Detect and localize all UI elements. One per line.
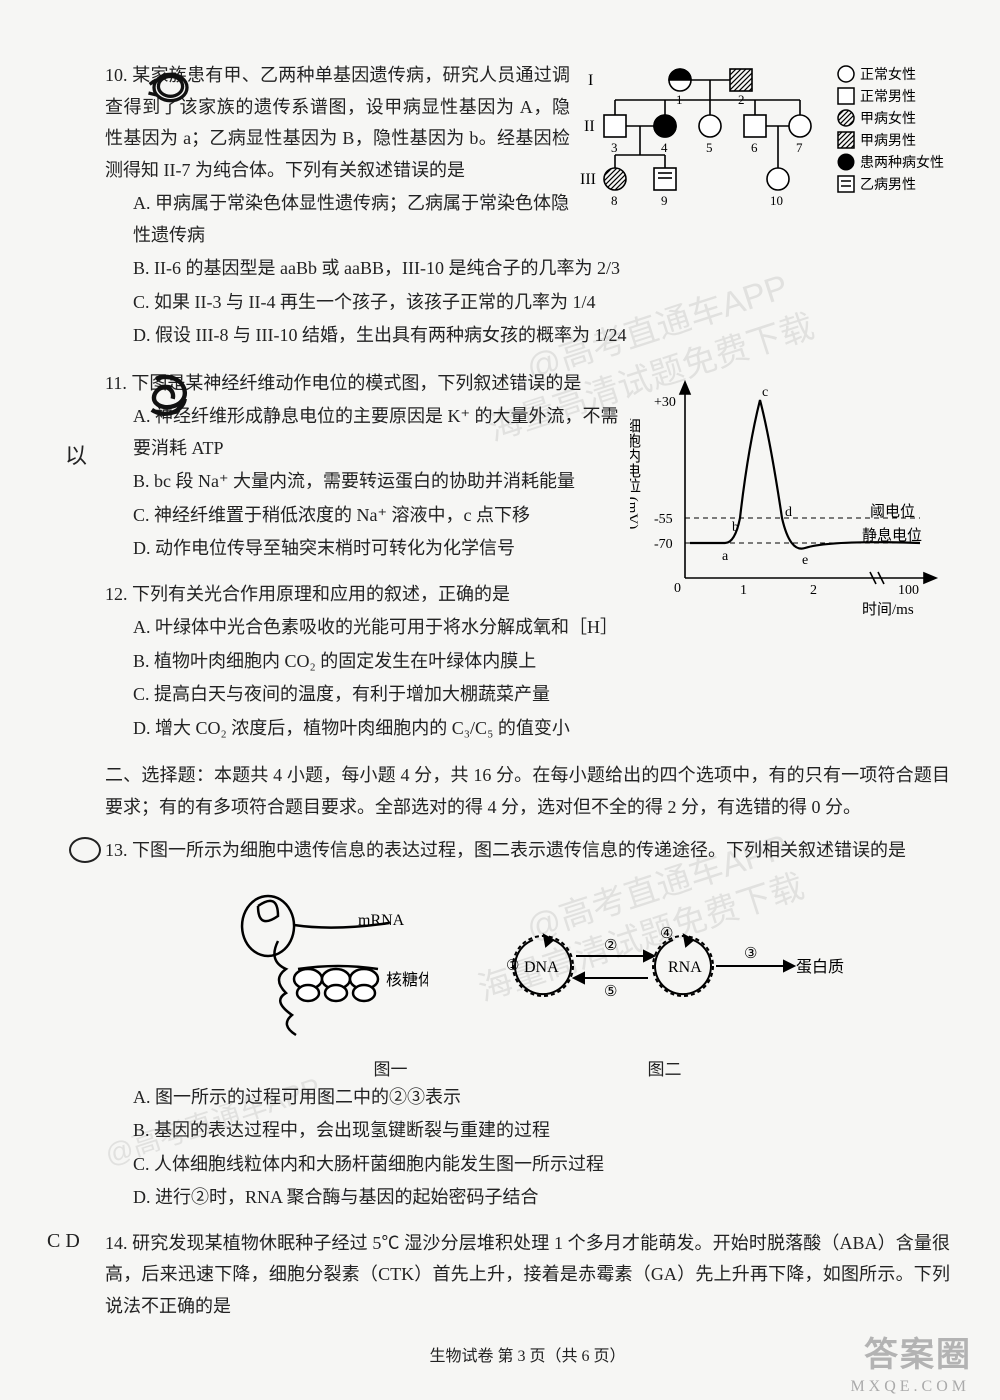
page-footer: 生物试卷 第 3 页（共 6 页） [105, 1342, 950, 1366]
svg-text:-55: -55 [654, 512, 673, 527]
svg-text:I: I [588, 72, 593, 89]
question-10: I II III 1 2 3 4 5 6 7 8 9 10 正常女性 正常男性 … [105, 60, 950, 354]
figure-2-central-dogma: DNA RNA 蛋白质 ① ② ③ ④ ⑤ [488, 906, 848, 1026]
svg-text:⑤: ⑤ [604, 984, 617, 1000]
svg-text:患两种病女性: 患两种病女性 [860, 154, 944, 171]
q12-stem: 12. 下列有关光合作用原理和应用的叙述，正确的是 [105, 579, 950, 611]
q10-option-d: D. 假设 III-8 与 III-10 结婚，生出具有两种病女孩的概率为 1/… [133, 320, 950, 352]
hand-circle-icon [69, 837, 101, 863]
svg-text:d: d [785, 505, 792, 520]
q12-option-b: B. 植物叶肉细胞内 CO₂ 的固定发生在叶绿体内膜上 [133, 646, 950, 678]
svg-text:c: c [762, 385, 768, 400]
question-12: 12. 下列有关光合作用原理和应用的叙述，正确的是 A. 叶绿体中光合色素吸收的… [105, 579, 950, 747]
question-14: C D 14. 研究发现某植物休眠种子经过 5℃ 湿沙分层堆积处理 1 个多月才… [105, 1228, 950, 1323]
svg-text:b: b [732, 520, 739, 535]
svg-text:④: ④ [660, 926, 673, 942]
pedigree-figure: I II III 1 2 3 4 5 6 7 8 9 10 正常女性 正常男性 … [580, 60, 950, 240]
corner-watermark-sub: MXQE.COM [850, 1378, 970, 1396]
q12-option-c: C. 提高白天与夜间的温度，有利于增加大棚蔬菜产量 [133, 679, 950, 711]
svg-text:II: II [584, 118, 595, 135]
svg-text:7: 7 [796, 140, 803, 155]
q13-stem-text: 下图一所示为细胞中遗传信息的表达过程，图二表示遗传信息的传递途径。下列相关叙述错… [132, 840, 906, 860]
svg-text:甲病女性: 甲病女性 [860, 110, 916, 127]
svg-text:2: 2 [738, 92, 745, 107]
q12-stem-text: 下列有关光合作用原理和应用的叙述，正确的是 [132, 584, 510, 604]
q12-option-a: A. 叶绿体中光合色素吸收的光能可用于将水分解成氧和［H］ [133, 612, 950, 644]
svg-text:mRNA: mRNA [358, 912, 405, 929]
figure-1-caption: 图一 [374, 1055, 408, 1080]
svg-text:4: 4 [661, 140, 668, 155]
figure-1-translation: mRNA 核糖体 [208, 881, 428, 1051]
q12-number: 12. [105, 584, 128, 604]
svg-text:5: 5 [706, 140, 713, 155]
handwritten-note: 以 [65, 438, 87, 470]
q12-option-d: D. 增大 CO₂ 浓度后，植物叶肉细胞内的 C₃/C₅ 的值变小 [133, 713, 950, 745]
svg-text:RNA: RNA [668, 959, 702, 976]
svg-text:核糖体: 核糖体 [386, 971, 428, 989]
q11-stem-text: 下图是某神经纤维动作电位的模式图，下列叙述错误的是 [131, 373, 581, 393]
q11-number: 11. [105, 373, 127, 393]
svg-text:+30: +30 [654, 395, 676, 410]
svg-text:-70: -70 [654, 537, 673, 552]
figure-2-caption: 图二 [648, 1055, 682, 1080]
ap-ylabel: 细胞内电位 (mV) [630, 418, 641, 529]
svg-text:9: 9 [661, 193, 668, 208]
svg-text:e: e [802, 553, 808, 568]
svg-text:①: ① [506, 958, 519, 974]
svg-text:正常女性: 正常女性 [860, 66, 916, 83]
q10-number: 10. [105, 65, 128, 85]
svg-text:正常男性: 正常男性 [860, 89, 916, 105]
q13-stem: 13. 下图一所示为细胞中遗传信息的表达过程，图二表示遗传信息的传递途径。下列相… [105, 835, 950, 867]
svg-text:甲病男性: 甲病男性 [860, 133, 916, 149]
handwritten-letters: C D [47, 1230, 80, 1253]
q13-option-b: B. 基因的表达过程中，会出现氢键断裂与重建的过程 [133, 1115, 950, 1147]
svg-text:10: 10 [770, 193, 783, 208]
svg-text:乙病男性: 乙病男性 [860, 177, 916, 193]
svg-text:②: ② [604, 938, 617, 954]
svg-text:③: ③ [744, 946, 757, 962]
svg-text:静息电位: 静息电位 [862, 527, 922, 544]
svg-text:III: III [580, 171, 596, 188]
q14-stem-text: 研究发现某植物休眠种子经过 5℃ 湿沙分层堆积处理 1 个多月才能萌发。开始时脱… [105, 1233, 950, 1316]
svg-text:3: 3 [611, 140, 618, 155]
q10-option-c: C. 如果 II-3 与 II-4 再生一个孩子，该孩子正常的几率为 1/4 [133, 287, 950, 319]
hand-scribble-icon [143, 368, 198, 423]
svg-text:1: 1 [676, 92, 683, 107]
question-13: 13. 下图一所示为细胞中遗传信息的表达过程，图二表示遗传信息的传递途径。下列相… [105, 835, 950, 1214]
svg-text:8: 8 [611, 193, 618, 208]
svg-text:6: 6 [751, 140, 758, 155]
svg-text:a: a [722, 549, 729, 564]
q13-option-d: D. 进行②时，RNA 聚合酶与基因的起始密码子结合 [133, 1182, 950, 1214]
section-2-heading: 二、选择题：本题共 4 小题，每小题 4 分，共 16 分。在每小题给出的四个选… [105, 760, 950, 823]
q13-option-c: C. 人体细胞线粒体内和大肠杆菌细胞内能发生图一所示过程 [133, 1149, 950, 1181]
q13-number: 13. [105, 840, 128, 860]
q13-option-a: A. 图一所示的过程可用图二中的②③表示 [133, 1082, 950, 1114]
q14-stem: 14. 研究发现某植物休眠种子经过 5℃ 湿沙分层堆积处理 1 个多月才能萌发。… [105, 1228, 950, 1323]
corner-watermark: 答案圈 [864, 1327, 972, 1376]
question-11: 以 a b c d e +30 -55 [105, 368, 950, 565]
svg-text:DNA: DNA [524, 959, 559, 976]
q14-number: 14. [105, 1233, 128, 1253]
hand-scribble-icon [143, 60, 198, 115]
svg-text:阈电位: 阈电位 [870, 503, 915, 520]
svg-text:蛋白质: 蛋白质 [796, 958, 844, 976]
q10-option-b: B. II-6 的基因型是 aaBb 或 aaBB，III-10 是纯合子的几率… [133, 253, 950, 285]
